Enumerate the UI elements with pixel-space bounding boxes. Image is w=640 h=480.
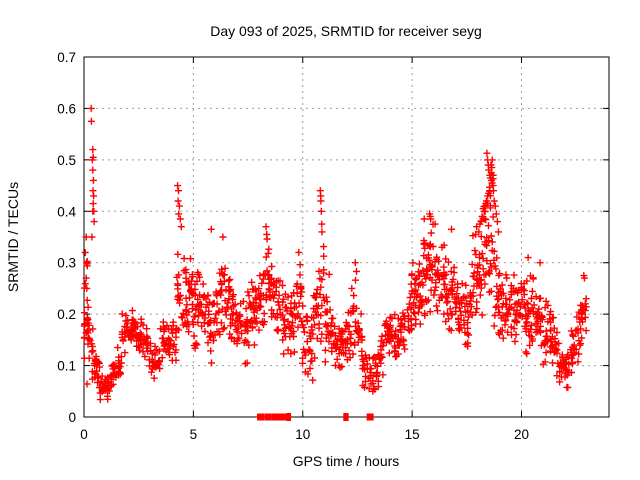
- y-axis-label: SRMTID / TECUs: [5, 182, 21, 292]
- y-tick-label: 0.7: [57, 50, 76, 65]
- chart-title: Day 093 of 2025, SRMTID for receiver sey…: [210, 23, 482, 39]
- y-tick-label: 0.5: [57, 153, 76, 168]
- x-tick-label: 15: [405, 427, 420, 442]
- y-tick-label: 0.3: [57, 256, 76, 271]
- zero-square-marker: [273, 413, 281, 421]
- data-points: [80, 104, 590, 404]
- x-tick-label: 20: [514, 427, 529, 442]
- plot-border: [83, 56, 610, 418]
- y-tick-label: 0: [68, 410, 76, 425]
- y-tick-label: 0.2: [57, 307, 76, 322]
- x-axis-label: GPS time / hours: [293, 453, 400, 469]
- zero-square-marker: [257, 413, 265, 421]
- zero-square-marker: [264, 413, 272, 421]
- x-tick-label: 0: [80, 427, 88, 442]
- y-tick-labels: 0 0.1 0.2 0.3 0.4 0.5 0.6 0.7: [57, 50, 76, 425]
- gridlines: [84, 57, 609, 417]
- zero-square-marker: [281, 413, 289, 421]
- x-tick-label: 10: [295, 427, 310, 442]
- zero-square-marker: [366, 413, 374, 421]
- x-tick-label: 5: [190, 427, 198, 442]
- y-tick-label: 0.6: [57, 101, 76, 116]
- y-tick-label: 0.1: [57, 359, 76, 374]
- y-tick-label: 0.4: [57, 204, 76, 219]
- zero-value-markers: [257, 413, 374, 421]
- x-tick-labels: 0 5 10 15 20: [80, 427, 529, 442]
- axis-ticks: [83, 56, 609, 418]
